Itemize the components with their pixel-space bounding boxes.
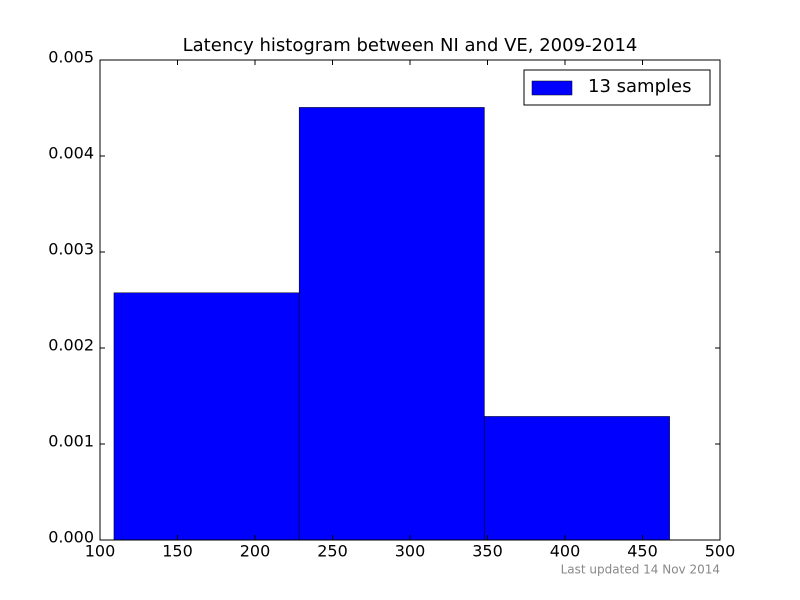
y-tick-label: 0.002 — [48, 336, 94, 355]
chart-title: Latency histogram between NI and VE, 200… — [183, 35, 638, 56]
x-tick-label: 150 — [162, 542, 193, 561]
bar — [298, 107, 485, 541]
y-tick-label: 0.000 — [48, 528, 94, 547]
y-tick-label: 0.004 — [48, 144, 94, 163]
bar — [484, 416, 670, 541]
x-tick-label: 300 — [395, 542, 426, 561]
bar — [113, 292, 300, 541]
y-tick-label: 0.001 — [48, 432, 94, 451]
x-tick-label: 350 — [472, 542, 503, 561]
footnote: Last updated 14 Nov 2014 — [561, 563, 720, 577]
legend-label: 13 samples — [588, 76, 691, 97]
x-tick-label: 250 — [317, 542, 348, 561]
y-tick-label: 0.005 — [48, 48, 94, 67]
x-tick-label: 100 — [85, 542, 116, 561]
legend-swatch — [531, 80, 573, 96]
x-tick-label: 400 — [550, 542, 581, 561]
x-tick-label: 500 — [705, 542, 736, 561]
x-tick-label: 200 — [240, 542, 271, 561]
x-tick-label: 450 — [627, 542, 658, 561]
y-tick-label: 0.003 — [48, 240, 94, 259]
